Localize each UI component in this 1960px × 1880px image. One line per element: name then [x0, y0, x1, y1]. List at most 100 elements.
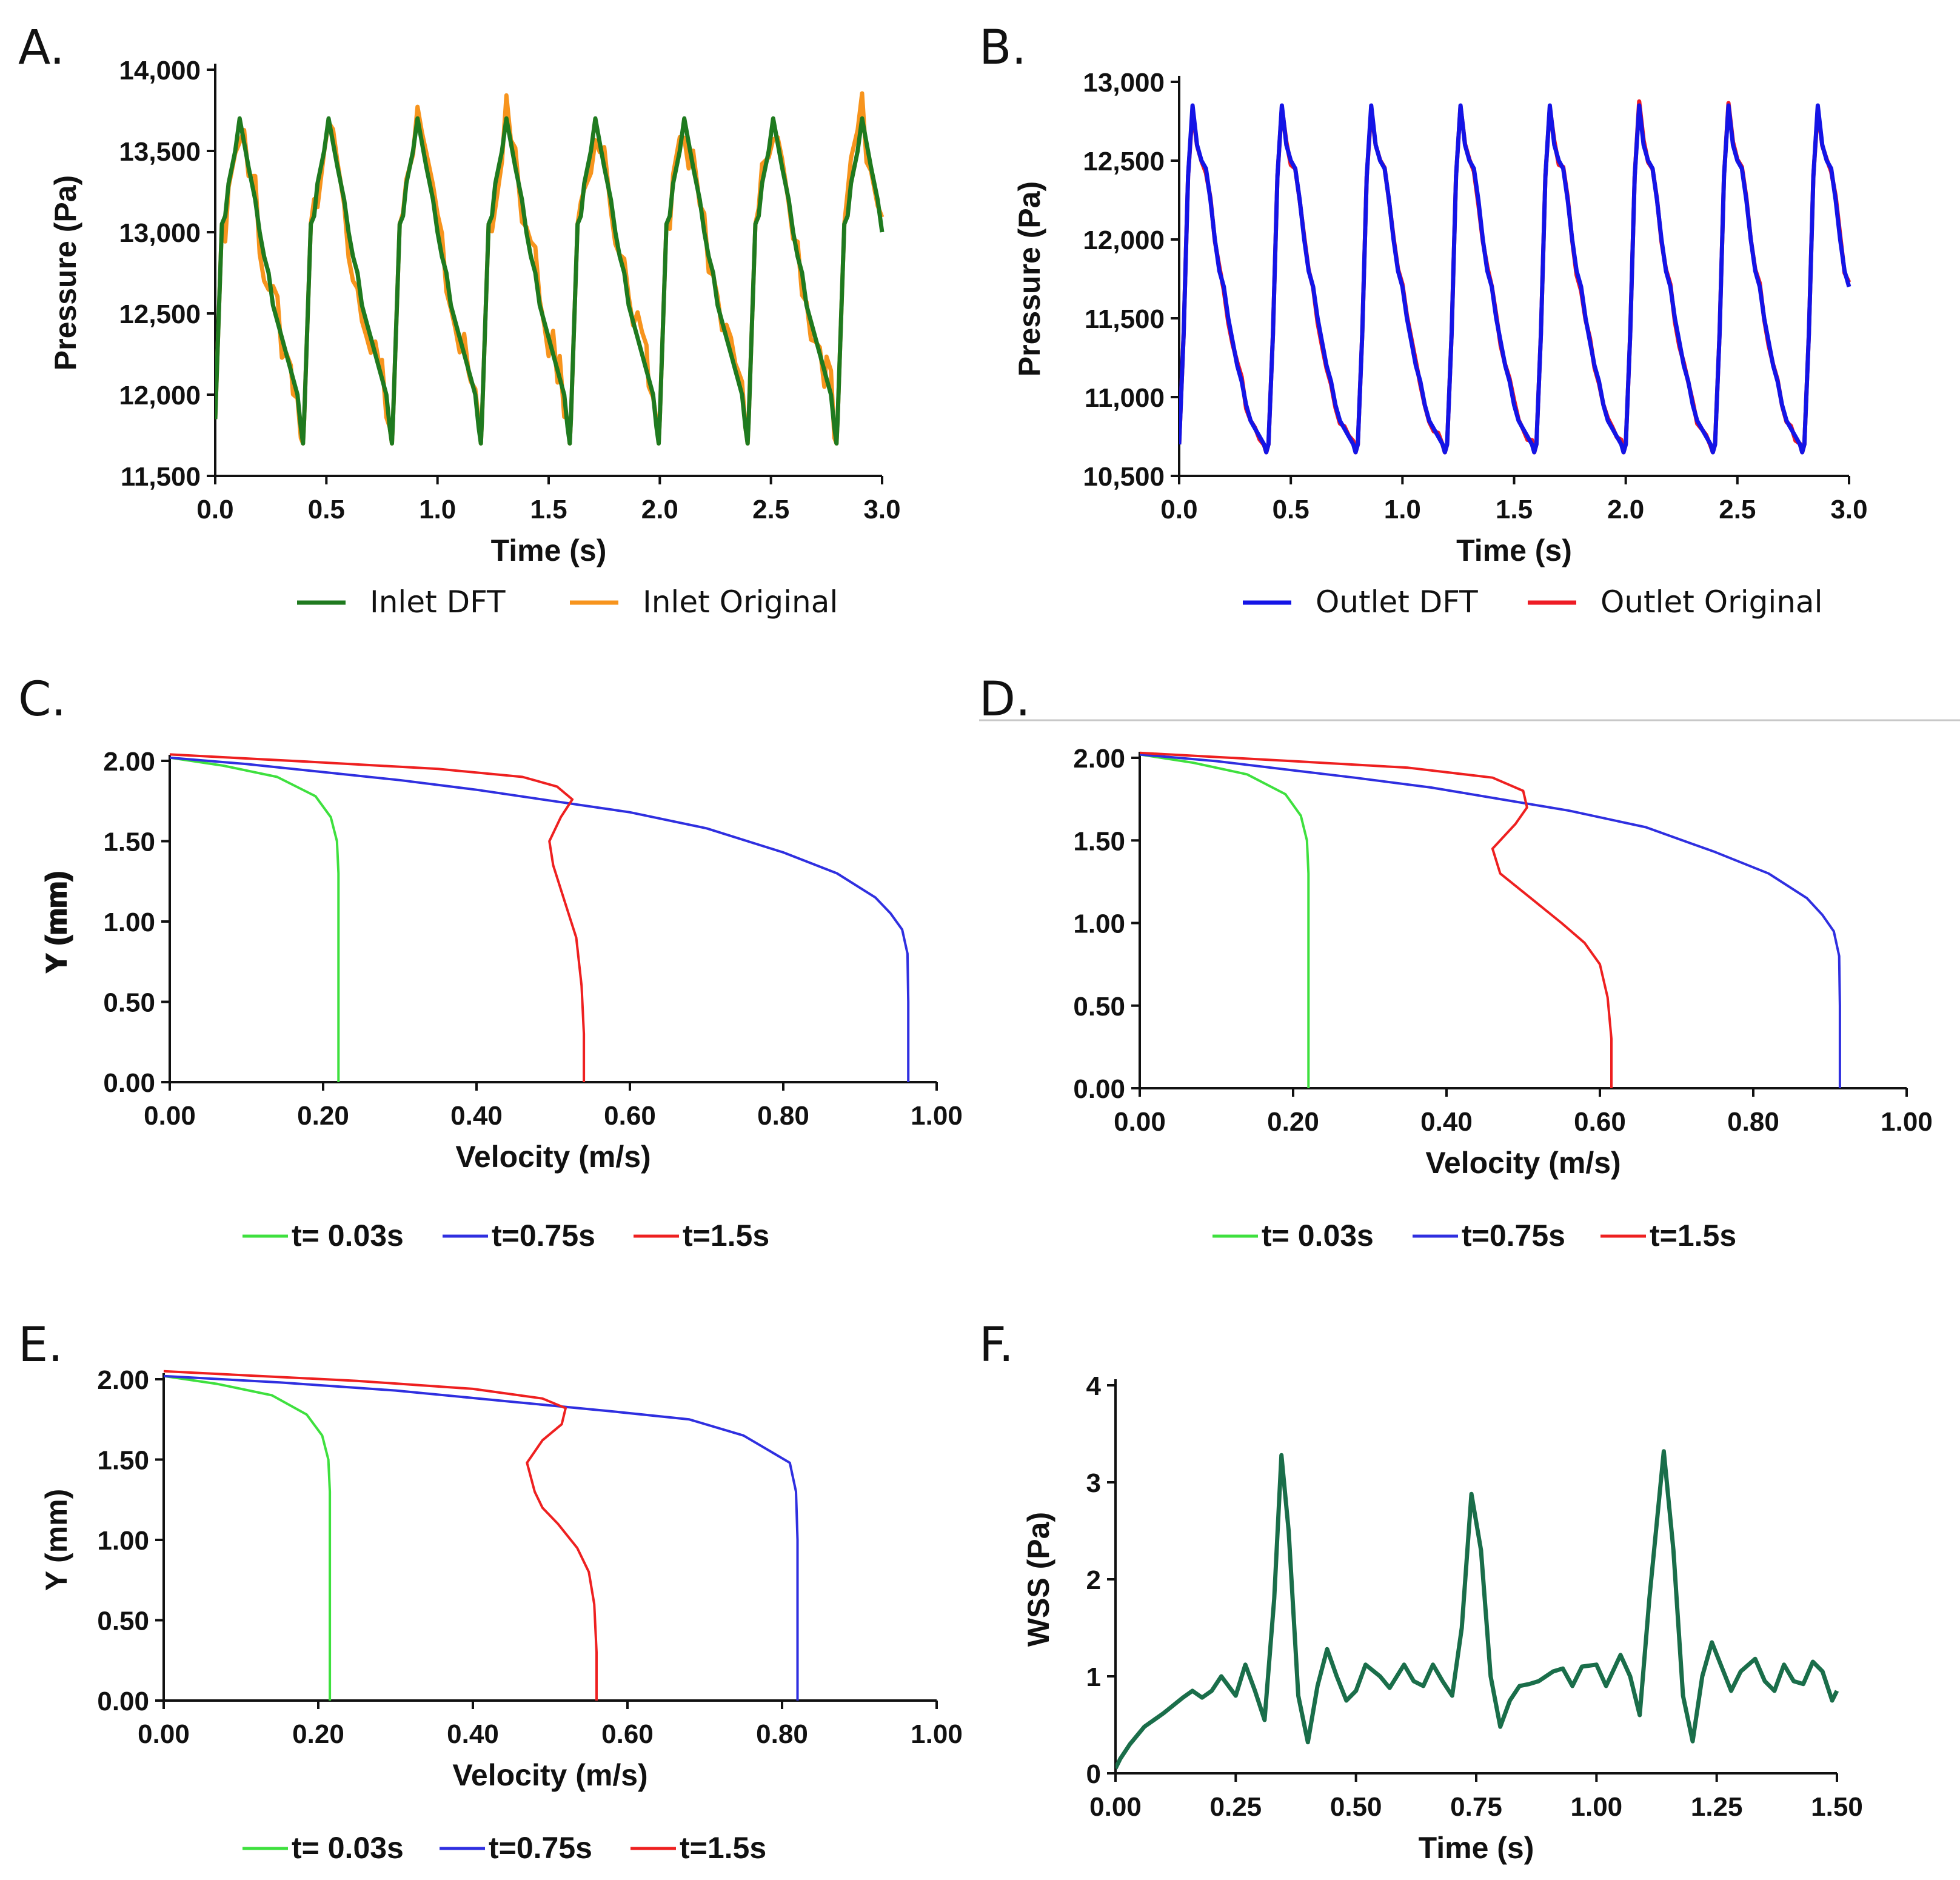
- y-tick-label: 1.50: [97, 1446, 149, 1476]
- series-line-3: [1140, 751, 1613, 1088]
- legend-label: t=1.5s: [683, 1219, 769, 1253]
- x-tick-label: 0.20: [1267, 1107, 1319, 1137]
- chart-panel-c: C. 0.00 0.20 0.40 0.60 0.80 1.00 0.00 0.50 1.00 1.…: [18, 672, 963, 1253]
- x-tick-label: 0.60: [604, 1101, 656, 1131]
- y-tick-label: 1.50: [1073, 826, 1125, 856]
- x-axis-title: Velocity (m/s): [452, 1758, 647, 1792]
- series-line-1: [215, 116, 885, 446]
- x-tick-label: 0.75: [1450, 1792, 1502, 1822]
- panel-letter: F.: [979, 1318, 1014, 1373]
- x-tick-label: 1.00: [911, 1719, 963, 1749]
- series-line-2: [164, 1374, 799, 1701]
- x-tick-label: 0.40: [450, 1101, 503, 1131]
- x-tick-label: 1.5: [1496, 495, 1533, 524]
- x-axis-title: Time (s): [1419, 1831, 1534, 1865]
- x-tick-label: 1.0: [419, 495, 456, 524]
- x-tick-label: 0.50: [1330, 1792, 1382, 1822]
- x-tick-label: 1.00: [911, 1101, 963, 1131]
- series-line-2: [170, 756, 910, 1082]
- x-tick-label: 0.40: [447, 1719, 499, 1749]
- y-tick-label: 2.00: [103, 747, 155, 777]
- series-line-1: [164, 1374, 332, 1701]
- x-tick-label: 0.60: [1574, 1107, 1626, 1137]
- y-tick-label: 0.50: [1073, 992, 1125, 1022]
- y-tick-label: 0.00: [103, 1068, 155, 1098]
- y-tick-label: 12,500: [119, 299, 201, 329]
- y-axis-title: WSS (Pa): [1022, 1512, 1055, 1647]
- x-tick-label: 0.00: [144, 1101, 196, 1131]
- panel-letter: D.: [979, 672, 1031, 727]
- x-tick-label: 0.20: [292, 1719, 344, 1749]
- series-line-3: [170, 753, 586, 1082]
- series-line-1: [1179, 103, 1851, 455]
- legend-label: t=1.5s: [680, 1831, 766, 1865]
- legend-label: Inlet Original: [643, 584, 838, 620]
- y-tick-label: 0.50: [97, 1607, 149, 1636]
- x-tick-label: 0.00: [138, 1719, 190, 1749]
- x-tick-label: 0.80: [1727, 1107, 1779, 1137]
- x-tick-label: 0.00: [1114, 1107, 1166, 1137]
- legend-label: t=0.75s: [1462, 1219, 1565, 1253]
- x-tick-label: 1.25: [1691, 1792, 1743, 1822]
- x-axis-title: Time (s): [491, 534, 607, 567]
- x-tick-label: 2.5: [1719, 495, 1756, 524]
- y-tick-label: 13,000: [119, 218, 201, 248]
- x-tick-label: 1.50: [1811, 1792, 1863, 1822]
- x-tick-label: 0.0: [196, 495, 233, 524]
- y-axis-title: Y (mm): [39, 872, 73, 974]
- y-tick-label: 1.50: [103, 828, 155, 857]
- x-tick-label: 1.00: [1881, 1107, 1933, 1137]
- y-tick-label: 2.00: [97, 1365, 149, 1395]
- panel-letter: E.: [18, 1318, 63, 1373]
- x-axis-title: Velocity (m/s): [1425, 1146, 1621, 1180]
- y-tick-label: 2.00: [1073, 744, 1125, 774]
- x-tick-label: 1.5: [530, 495, 567, 524]
- legend-label: t=1.5s: [1650, 1219, 1736, 1253]
- series-line-1: [1140, 753, 1310, 1088]
- panel-letter: C.: [18, 672, 66, 727]
- y-tick-label: 12,500: [1083, 147, 1165, 176]
- series-line-2: [215, 91, 885, 446]
- y-tick-label: 11,000: [1085, 383, 1165, 413]
- x-tick-label: 0.25: [1210, 1792, 1262, 1822]
- x-tick-label: 0.40: [1420, 1107, 1473, 1137]
- y-tick-label: 1.00: [97, 1526, 149, 1556]
- legend-label: Outlet DFT: [1316, 584, 1478, 620]
- x-axis-title: Time (s): [1456, 534, 1572, 567]
- legend-label: t=0.75s: [489, 1831, 592, 1865]
- chart-panel-d: D. 0.00 0.20 0.40 0.60 0.80 1.00 0.00 0.50 1.00 1.…: [39, 672, 1933, 1253]
- series-line-1: [170, 756, 340, 1082]
- y-axis-title: Y (mm): [39, 871, 73, 973]
- x-tick-label: 0.5: [308, 495, 345, 524]
- y-tick-label: 0: [1086, 1759, 1101, 1789]
- x-tick-label: 3.0: [863, 495, 900, 524]
- y-tick-label: 0.00: [1073, 1074, 1125, 1104]
- y-tick-label: 13,000: [1083, 68, 1165, 98]
- legend-label: Inlet DFT: [370, 584, 506, 620]
- x-tick-label: 1.0: [1384, 495, 1421, 524]
- x-tick-label: 1.00: [1571, 1792, 1623, 1822]
- series-line-3: [164, 1370, 598, 1701]
- panel-letter: B.: [979, 21, 1026, 75]
- y-tick-label: 12,000: [1083, 226, 1165, 255]
- x-tick-label: 2.0: [641, 495, 678, 524]
- chart-panel-e: E. 0.00 0.20 0.40 0.60 0.80 1.00 0.00 0.50 1.00 1.…: [18, 1318, 963, 1865]
- x-tick-label: 0.20: [297, 1101, 349, 1131]
- y-tick-label: 1: [1086, 1662, 1101, 1692]
- y-tick-label: 11,500: [1085, 304, 1165, 334]
- x-tick-label: 0.00: [1089, 1792, 1142, 1822]
- x-axis-title: Velocity (m/s): [455, 1140, 651, 1174]
- y-tick-label: 14,000: [119, 56, 201, 85]
- x-tick-label: 2.5: [752, 495, 789, 524]
- y-tick-label: 0.50: [103, 988, 155, 1018]
- y-tick-label: 0.00: [97, 1687, 149, 1716]
- x-tick-label: 0.60: [601, 1719, 654, 1749]
- y-axis-title: Pressure (Pa): [1012, 181, 1046, 376]
- chart-panel-b: B. 0.0 0.5 1.0 1.5 2.0 2.5 3.0 10,500 11,000 11,50…: [979, 21, 1868, 620]
- x-tick-label: 3.0: [1830, 495, 1867, 524]
- y-tick-label: 13,500: [119, 137, 201, 167]
- x-tick-label: 0.0: [1160, 495, 1197, 524]
- legend-label: t= 0.03s: [292, 1831, 404, 1865]
- y-axis-title: Pressure (Pa): [48, 175, 82, 370]
